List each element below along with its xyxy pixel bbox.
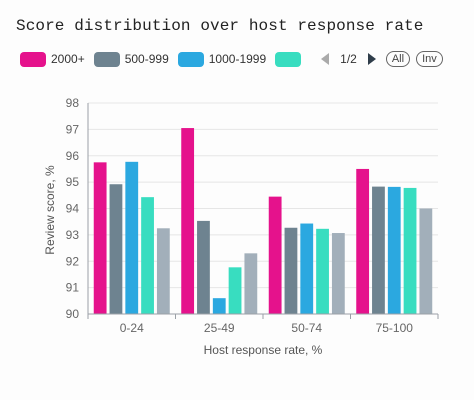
bar[interactable] [372,186,385,314]
bar[interactable] [331,233,345,314]
invert-selection-button[interactable]: Inv [416,51,443,67]
bar[interactable] [109,184,123,314]
x-tick-label: 75-100 [376,321,414,335]
bar[interactable] [316,228,329,314]
x-axis-title: Host response rate, % [204,343,323,357]
y-axis-title: Review score, % [43,165,57,255]
pager-prev-icon[interactable] [321,53,330,65]
bar[interactable] [156,228,170,314]
bar[interactable] [125,161,139,314]
pager-text: 1/2 [340,52,357,66]
legend-item-2000-plus[interactable]: 2000+ [20,51,85,67]
legend-swatch [177,51,204,67]
bar[interactable] [387,186,401,314]
legend-item-series-4[interactable] [275,51,306,67]
legend-pager: 1/2 [321,52,386,66]
y-tick-labels: 90 91 92 93 94 95 96 97 98 [66,96,80,321]
legend-label: 1000-1999 [208,52,267,66]
x-tick-labels: 0-24 25-49 50-74 75-100 [120,321,414,335]
bar[interactable] [356,168,370,314]
y-tick-label: 94 [66,202,80,216]
y-tick-label: 96 [66,149,80,163]
bar[interactable] [419,208,433,315]
legend-swatch [93,51,120,67]
y-tick-label: 95 [66,175,80,189]
select-all-button[interactable]: All [385,51,411,67]
bar[interactable] [181,128,195,314]
x-tick-label: 0-24 [120,321,144,335]
x-tick-label: 25-49 [204,321,235,335]
bars [93,128,433,315]
bar[interactable] [212,298,226,314]
axes [87,103,439,319]
chart-title: Score distribution over host response ra… [16,17,424,35]
bar[interactable] [228,267,242,314]
y-tick-label: 90 [66,307,80,321]
bar[interactable] [197,220,210,314]
pager-next-icon[interactable] [367,53,376,65]
bar[interactable] [284,227,298,314]
y-tick-label: 97 [66,122,80,136]
legend-item-1000-1999[interactable]: 1000-1999 [177,51,267,67]
legend-swatch [20,51,46,67]
legend-item-500-999[interactable]: 500-999 [93,51,169,67]
bar[interactable] [403,187,417,314]
y-tick-label: 91 [66,281,80,295]
bar[interactable] [93,162,107,314]
bar[interactable] [300,223,314,314]
legend-label: 500-999 [124,52,169,66]
x-tick-label: 50-74 [291,321,322,335]
y-tick-label: 92 [66,254,80,268]
grid-lines [88,102,438,289]
y-tick-label: 93 [66,228,80,242]
bar[interactable] [268,196,282,314]
y-tick-label: 98 [66,96,80,110]
bar[interactable] [141,197,154,314]
legend-label: 2000+ [51,52,85,66]
bar[interactable] [244,253,258,314]
legend-swatch [275,51,302,67]
legend: 2000+ 500-999 1000-1999 1/2 All Inv [20,50,449,68]
